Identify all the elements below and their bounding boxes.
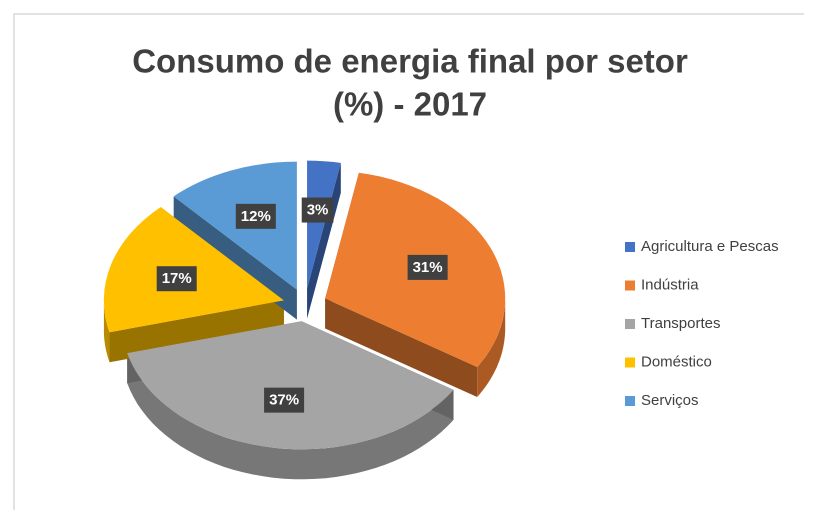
- slice: [127, 321, 454, 450]
- value-label: 37%: [269, 392, 299, 409]
- chart-title: (%) - 2017: [333, 86, 487, 123]
- slice-wall: [109, 300, 284, 363]
- value-label-box: [301, 197, 334, 223]
- legend-swatch: [625, 319, 635, 329]
- legend-label: Indústria: [641, 276, 699, 293]
- value-label-box: [407, 254, 448, 280]
- legend-swatch: [625, 280, 635, 291]
- pie-tops: [103, 160, 506, 450]
- legend-swatch: [625, 357, 635, 368]
- chart-frame: [13, 13, 804, 510]
- value-label: 31%: [413, 259, 443, 276]
- value-label-box: [156, 266, 197, 292]
- slice: [307, 160, 341, 289]
- slice-side: [477, 298, 506, 397]
- value-label: 3%: [307, 202, 329, 219]
- value-label-box: [235, 203, 276, 229]
- legend-swatch: [625, 242, 635, 252]
- value-labels: 3% 31% 37% 17% 12%: [156, 197, 448, 413]
- slice: [173, 161, 297, 290]
- chart-title: Consumo de energia final por setor: [132, 43, 688, 80]
- legend-swatch: [625, 396, 635, 406]
- legend: Agricultura e Pescas Indústria Transportes…: [625, 238, 779, 409]
- legend-label: Transportes: [641, 315, 720, 332]
- value-label-box: [264, 387, 305, 413]
- slice-wall: [325, 298, 478, 398]
- value-label: 17%: [162, 270, 192, 287]
- legend-label: Serviços: [641, 392, 699, 409]
- legend-label: Doméstico: [641, 353, 712, 370]
- slice-side: [103, 300, 110, 363]
- value-label: 12%: [241, 208, 271, 225]
- legend-label: Agricultura e Pescas: [641, 238, 779, 255]
- slice-side: [127, 353, 454, 480]
